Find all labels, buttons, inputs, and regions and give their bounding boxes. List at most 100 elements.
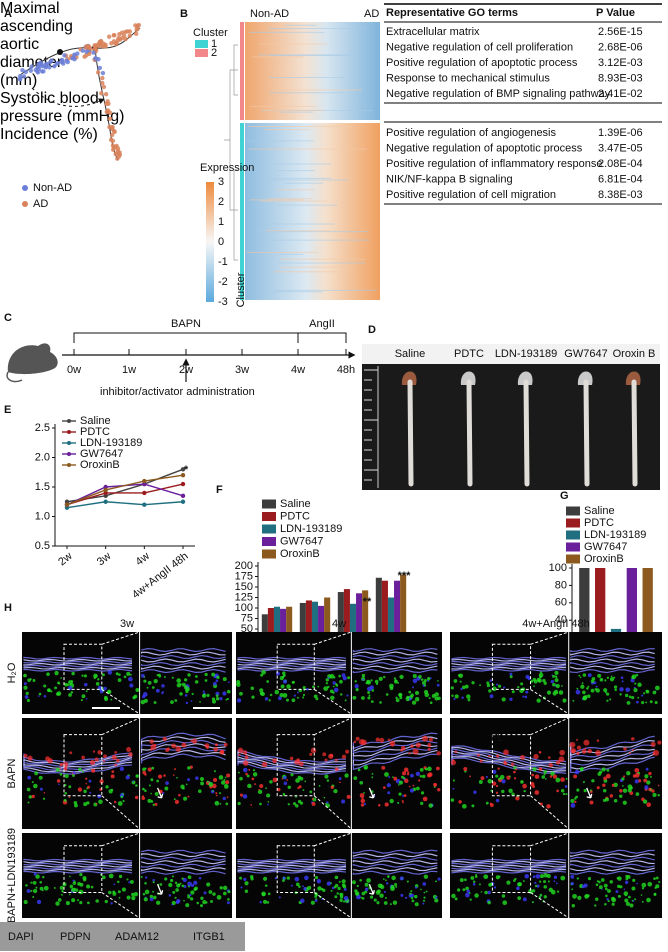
stain-speck: [26, 787, 31, 792]
cluster-swatch: [195, 49, 208, 57]
stain-speck: [499, 774, 505, 780]
tissue-layer: [141, 856, 226, 861]
admin-label: inhibitor/activator administration: [100, 386, 255, 398]
stain-speck: [144, 882, 147, 885]
bar: [267, 608, 274, 650]
colorbar-tick-label: 3: [218, 176, 224, 188]
tissue-layer: [570, 870, 655, 875]
stain-speck: [408, 785, 411, 788]
stain-speck: [171, 676, 174, 679]
stain-speck: [393, 677, 397, 680]
stain-speck: [154, 802, 158, 806]
stain-speck: [536, 698, 541, 703]
stain-speck: [67, 680, 73, 685]
y-tick-label: 60: [555, 597, 567, 609]
stain-speck: [110, 902, 113, 905]
stain-speck: [571, 904, 575, 908]
y-tick-label: 75: [241, 612, 253, 624]
adam12-speck: [165, 748, 170, 753]
stain-speck: [222, 691, 227, 696]
aorta-arch: [401, 371, 417, 385]
stain-speck: [411, 899, 415, 903]
stain-speck: [43, 885, 49, 891]
tissue-layer: [141, 753, 226, 764]
stain-speck: [626, 875, 631, 879]
tissue-layer: [352, 732, 438, 750]
tissue-layer: [352, 849, 438, 854]
cell-point: [121, 33, 127, 38]
stain-speck: [68, 796, 71, 798]
arrow-mark: [368, 883, 375, 895]
stain-speck: [269, 693, 273, 697]
stain-speck: [552, 682, 556, 687]
zoom-box: [276, 643, 315, 690]
stain-speck: [95, 899, 99, 903]
bar: [318, 605, 325, 650]
adam12-speck: [569, 741, 576, 748]
stain-speck: [549, 775, 553, 778]
stain-speck: [590, 688, 595, 693]
angii-label: AngII: [309, 318, 335, 330]
adam12-speck: [103, 754, 107, 759]
cluster-axis-label: Cluster: [235, 272, 247, 307]
stain-speck: [89, 791, 92, 794]
tissue-layer: [451, 746, 567, 765]
cell-point: [93, 56, 98, 61]
cluster-legend-label: 2: [211, 47, 217, 59]
stain-speck: [295, 882, 300, 887]
stain-speck: [463, 767, 468, 771]
stain-speck: [97, 794, 102, 799]
stain-speck: [458, 800, 462, 804]
stain-speck: [487, 778, 493, 784]
cell-point: [41, 69, 46, 74]
adam12-speck: [298, 761, 304, 767]
p-value: 8.38E-03: [598, 189, 643, 201]
stain-speck: [55, 767, 60, 772]
tissue-layer: [141, 648, 226, 653]
stain-speck: [265, 787, 268, 790]
tissue-layer: [237, 762, 347, 775]
stain-speck: [295, 804, 299, 808]
tissue-layer: [23, 862, 133, 866]
stain-speck: [342, 900, 346, 903]
stain-speck: [538, 672, 544, 678]
stain-speck: [472, 882, 476, 886]
stain-speck: [509, 675, 513, 679]
stain-speck: [506, 880, 511, 885]
stain-speck: [23, 682, 27, 686]
stain-speck: [246, 774, 250, 778]
stain-speck: [434, 692, 439, 697]
stain-speck: [541, 775, 546, 779]
stain-speck: [70, 691, 74, 694]
legend-label: PDTC: [280, 510, 310, 522]
stain-speck: [590, 679, 595, 683]
cell-point: [93, 44, 98, 50]
tissue-layer: [570, 849, 655, 854]
stain-speck: [144, 789, 147, 793]
tissue-layer: [23, 868, 133, 872]
adam12-speck: [345, 749, 350, 754]
cell-point: [54, 61, 59, 66]
stain-speck: [267, 803, 269, 806]
stain-speck: [581, 682, 584, 684]
stain-speck: [369, 685, 374, 690]
stain-speck: [59, 772, 63, 776]
stain-speck: [649, 700, 653, 704]
tissue-layer: [451, 748, 567, 767]
stain-speck: [627, 788, 632, 793]
stain-speck: [409, 788, 414, 793]
adam12-speck: [261, 761, 268, 768]
stain-speck: [267, 801, 270, 803]
stain-speck: [471, 804, 475, 808]
stain-speck: [543, 873, 548, 878]
stain-speck: [274, 877, 277, 880]
stain-speck: [363, 764, 369, 770]
adam12-speck: [375, 737, 380, 742]
stain-speck: [622, 788, 628, 793]
stain-speck: [31, 781, 34, 784]
stain-speck: [543, 895, 547, 899]
stain-speck: [408, 690, 412, 694]
stain-speck: [420, 791, 425, 795]
adam12-speck: [538, 751, 542, 754]
stain-speck: [239, 876, 243, 880]
